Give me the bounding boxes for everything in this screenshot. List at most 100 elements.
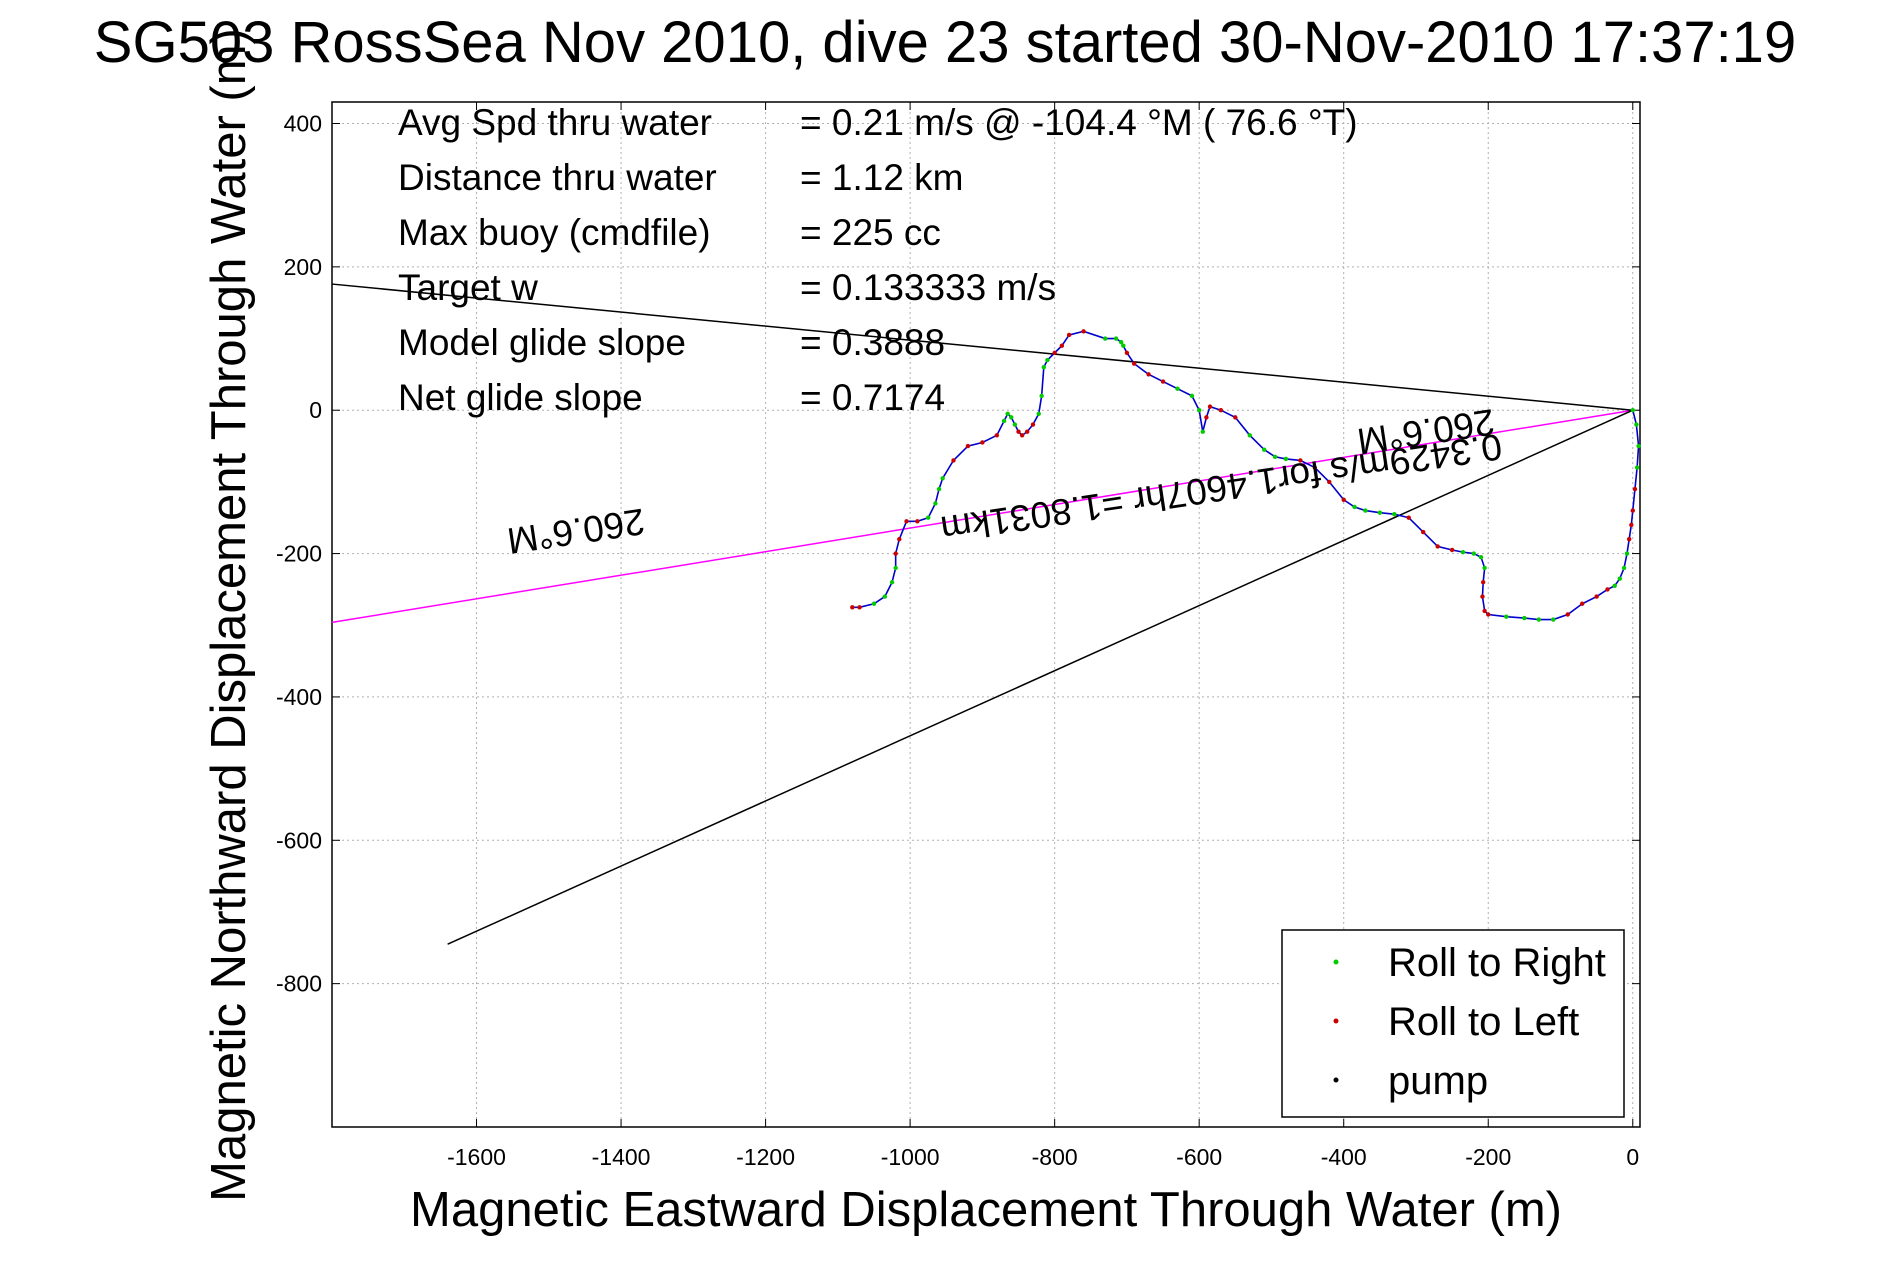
x-axis-label: Magnetic Eastward Displacement Through W… (410, 1183, 1562, 1237)
track-point (1218, 408, 1224, 413)
x-tick-label: -1600 (447, 1144, 506, 1170)
track-point (1449, 547, 1455, 553)
legend-entry-label: Roll to Left (1388, 1000, 1579, 1044)
track-point (1522, 615, 1527, 621)
annotation-value: = 0.133333 m/s (800, 267, 1056, 308)
track-point (1039, 393, 1044, 399)
track-point (1262, 447, 1267, 452)
track-point (994, 433, 1000, 438)
track-point (1612, 583, 1617, 589)
annotation-block: Avg Spd thru water = 0.21 m/s @ -104.4 °M… (398, 102, 1358, 418)
track-point (1012, 422, 1018, 427)
y-tick-label: 200 (284, 254, 322, 280)
reference-line-cone-lower (447, 409, 1634, 945)
track-point (1283, 456, 1289, 462)
track-point (1621, 565, 1627, 571)
track (850, 329, 1641, 622)
track-point (1207, 404, 1213, 409)
track-point (1471, 551, 1476, 556)
track-point (1024, 429, 1030, 434)
track-point (1118, 339, 1124, 345)
plot-area-frame (331, 101, 1641, 1128)
legend: Roll to Right Roll to Left pump (1281, 929, 1625, 1118)
track-point (933, 501, 938, 506)
track-point (1327, 479, 1332, 485)
track-point (1352, 504, 1357, 510)
legend-entry-label: Roll to Right (1388, 941, 1606, 985)
annotation-value: = 0.3888 (800, 322, 945, 363)
x-tick-label: -200 (1465, 1144, 1511, 1170)
y-tick-label: 400 (284, 111, 322, 137)
y-axis-label: Magnetic Northward Displacement Through … (202, 28, 256, 1202)
legend-box (1281, 929, 1625, 1118)
track-point (915, 519, 920, 524)
heading-label-left: 260.6°M (505, 501, 648, 562)
track-line (852, 330, 1640, 621)
track-point (1030, 422, 1036, 427)
track-point (889, 580, 895, 585)
track-point (1605, 587, 1610, 592)
track-point (1204, 415, 1209, 420)
track-point (1617, 576, 1622, 581)
annotation-value: = 225 cc (800, 212, 941, 253)
track-point (1486, 612, 1491, 617)
track-point (1005, 411, 1010, 417)
y-tick-label: -800 (276, 971, 322, 997)
track-point (1341, 497, 1346, 503)
track-point (1480, 580, 1486, 585)
track-point (1045, 357, 1050, 363)
track-point (1478, 554, 1484, 560)
track-point (1041, 365, 1047, 370)
annotation-value: = 0.21 m/s @ -104.4 °M ( 76.6 °T) (800, 102, 1358, 143)
track-point (1103, 336, 1108, 341)
track-point (1536, 617, 1542, 622)
track-point (1421, 529, 1426, 535)
track-point (1066, 332, 1072, 338)
track-point (951, 458, 956, 463)
track-point (871, 601, 877, 606)
track-point (965, 443, 971, 449)
track-point (1504, 614, 1509, 619)
track-point (1001, 418, 1007, 424)
track-point (1298, 458, 1303, 463)
track-point (1247, 433, 1252, 438)
annotation-label: Target w (398, 267, 538, 308)
reference-line-heading (331, 409, 1633, 624)
track-point (1113, 336, 1119, 341)
track-point (893, 551, 898, 556)
x-tick-label: -800 (1032, 1144, 1078, 1170)
track-point (1081, 329, 1086, 334)
reference-line-cone-upper (331, 283, 1633, 411)
track-point (1377, 510, 1383, 515)
track-point (1630, 508, 1635, 513)
track-point (1579, 601, 1585, 606)
x-tick-label: -1200 (736, 1144, 795, 1170)
annotation-value: = 0.7174 (800, 377, 945, 418)
track-point (1059, 343, 1065, 348)
legend-marker (1333, 1077, 1339, 1083)
line-labels: 260.6°M 260.6°M 0.3429m/s for1.4607hr =1… (505, 401, 1505, 561)
annotation-label: Distance thru water (398, 157, 717, 198)
track-point (1175, 386, 1180, 391)
track-point (1624, 551, 1630, 556)
track-point (1406, 515, 1411, 520)
x-tick-label: -600 (1176, 1144, 1222, 1170)
track-point (1019, 433, 1025, 438)
x-tick-label: -1000 (881, 1144, 940, 1170)
annotation-label: Avg Spd thru water (398, 102, 712, 143)
legend-marker (1333, 1018, 1339, 1024)
track-point (882, 594, 888, 599)
annotation-label: Net glide slope (398, 377, 643, 418)
track-point (980, 440, 985, 445)
track-point (1636, 443, 1641, 449)
track-point (897, 537, 902, 542)
track-point (1189, 393, 1195, 399)
track-point (1634, 465, 1640, 470)
track-point (1009, 415, 1014, 420)
track-point (1036, 411, 1041, 417)
track-point (936, 486, 942, 492)
track-point (1632, 486, 1638, 492)
speed-label: 0.3429m/s for1.4607hr =1.8031km (938, 426, 1505, 550)
track-point (857, 605, 862, 610)
track-point (1634, 422, 1639, 427)
